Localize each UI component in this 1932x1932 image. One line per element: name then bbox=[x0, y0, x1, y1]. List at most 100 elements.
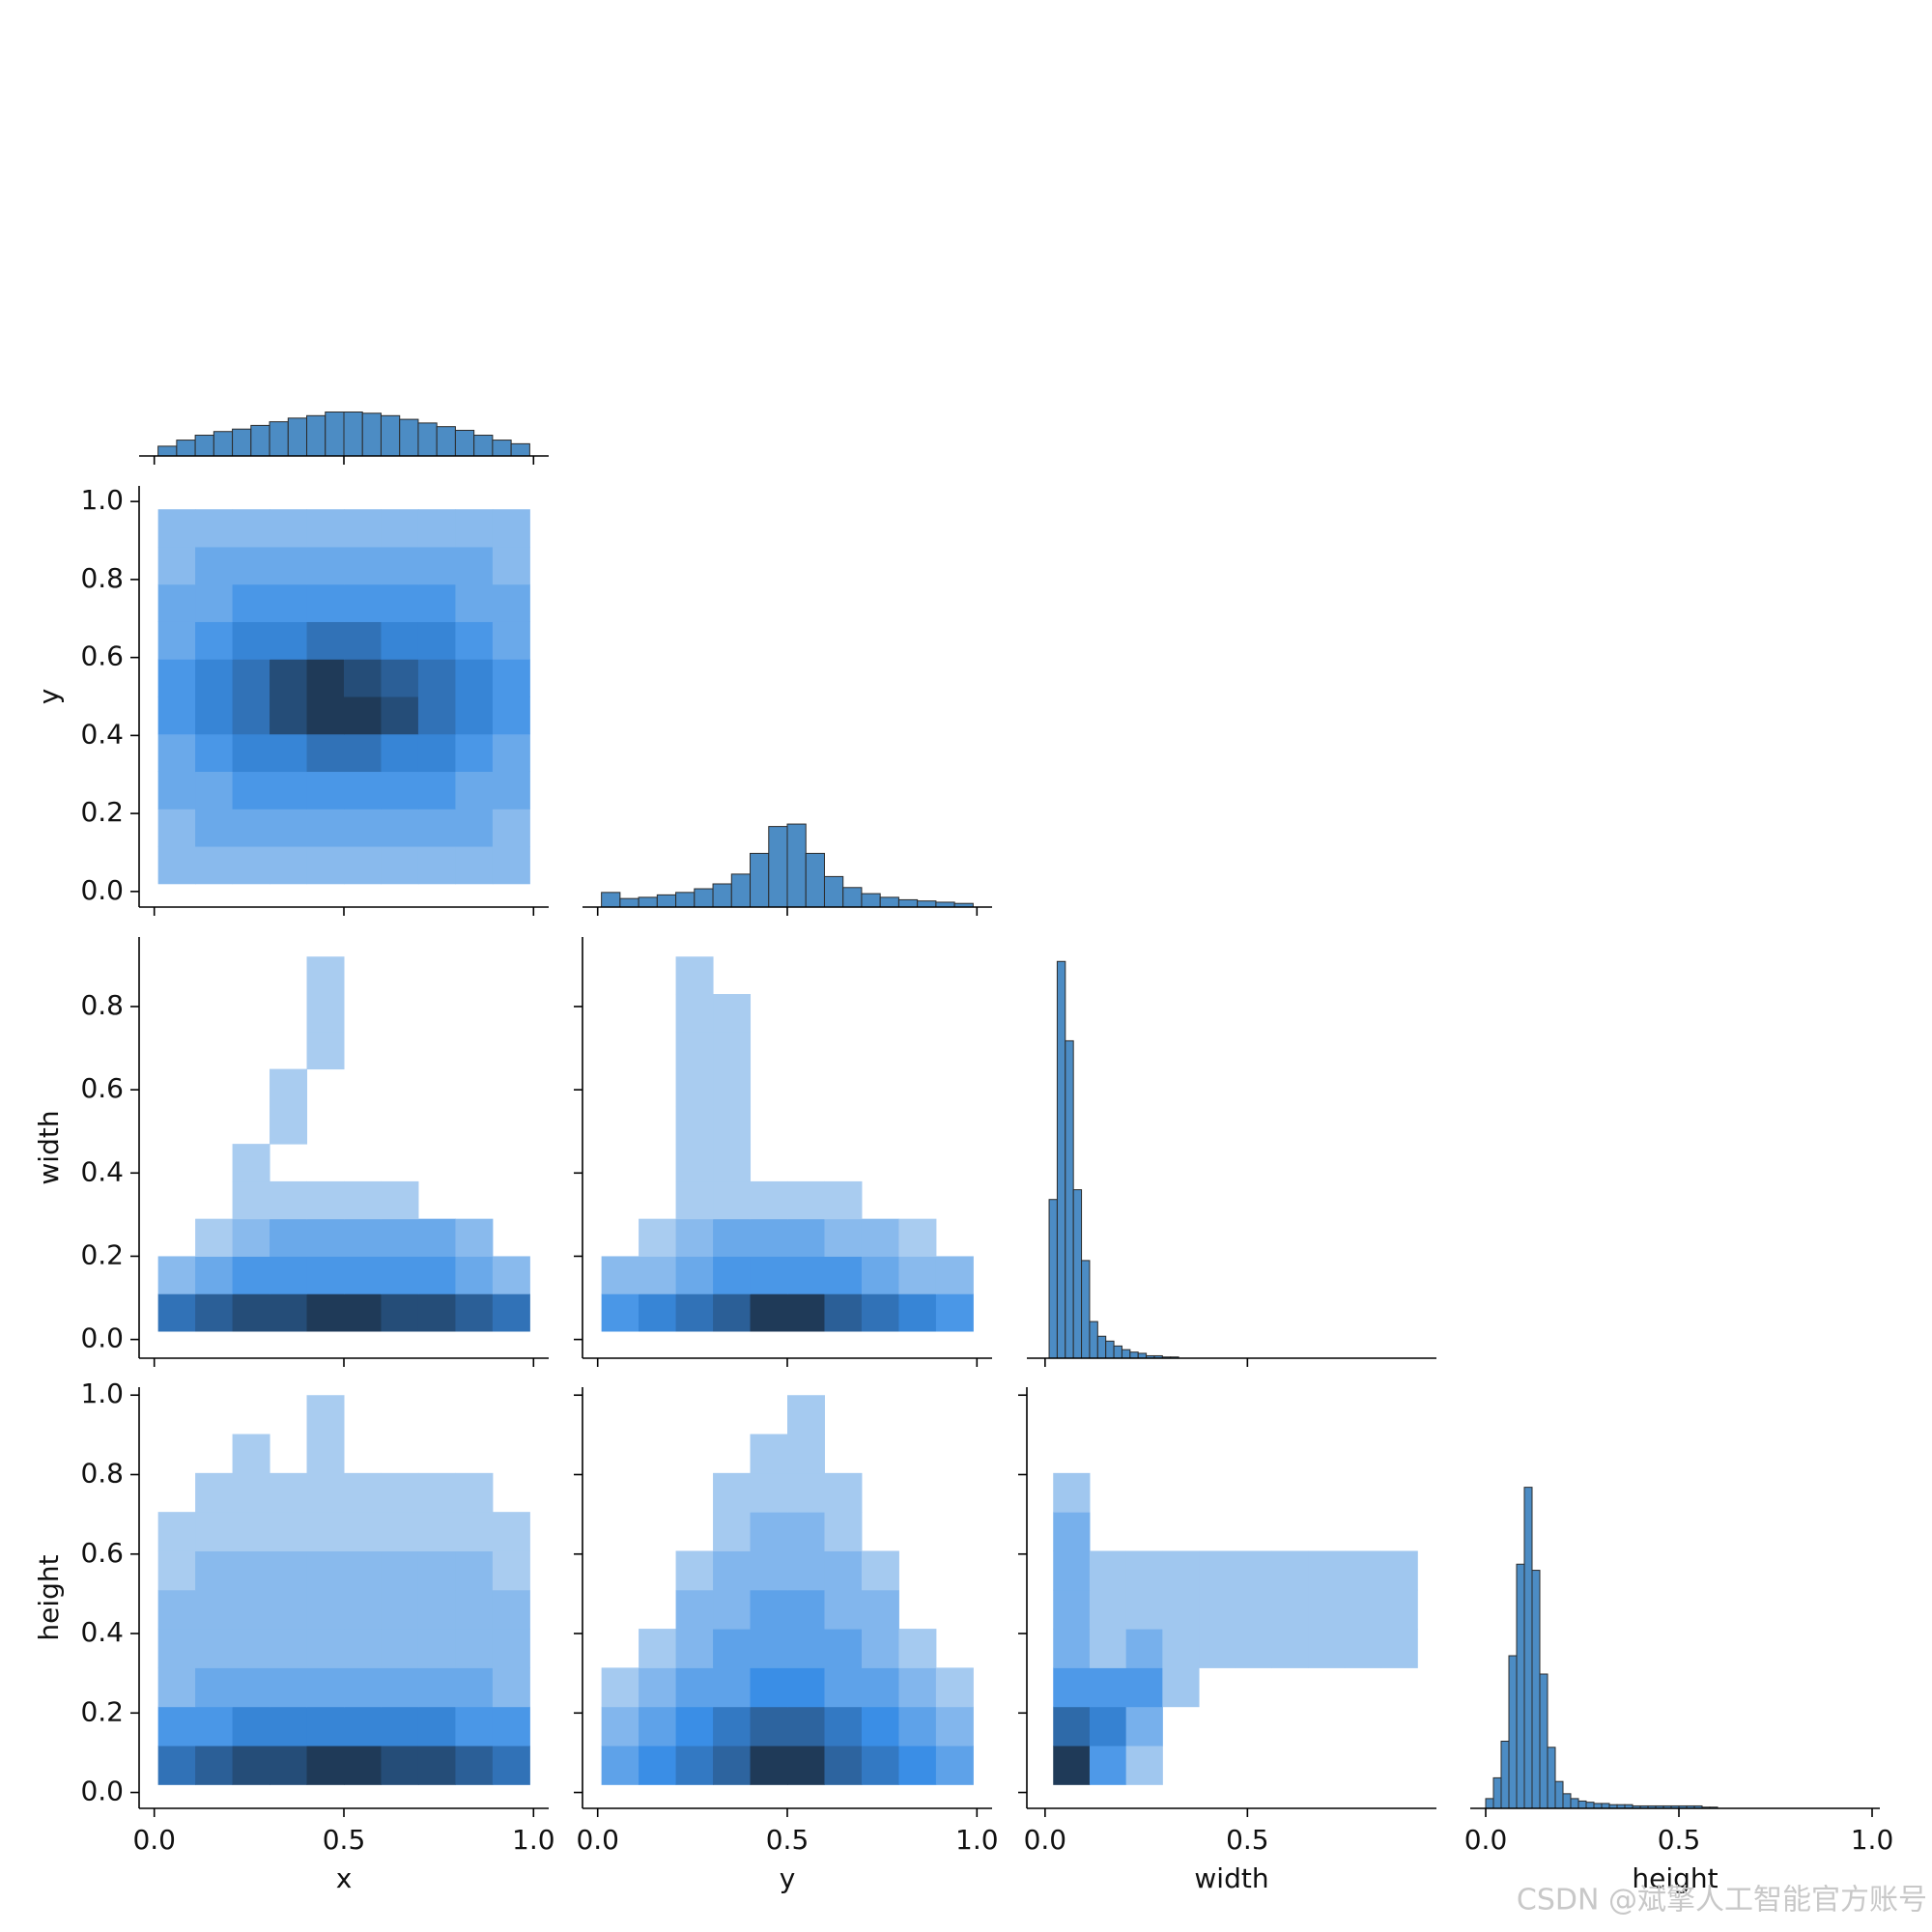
x-tick-label: 0.0 bbox=[132, 1824, 176, 1856]
hist2d-cell bbox=[232, 546, 270, 585]
hist-bar bbox=[1531, 1570, 1541, 1809]
hist2d-cell bbox=[381, 696, 419, 735]
hist2d-cell bbox=[157, 1589, 196, 1630]
hist2d-cell bbox=[455, 1667, 494, 1708]
hist2d-cell bbox=[455, 846, 494, 885]
hist2d-cell bbox=[455, 696, 494, 735]
hist2d-cell bbox=[417, 583, 456, 622]
x-tick-label: 0.0 bbox=[1464, 1824, 1508, 1856]
hist2d-cell bbox=[492, 1550, 530, 1591]
hist2d-cell bbox=[1125, 1629, 1163, 1668]
hist2d-cell bbox=[195, 846, 234, 885]
hist2d-cell bbox=[492, 621, 530, 660]
hist2d-cell bbox=[1162, 1667, 1200, 1708]
hist2d-cell bbox=[306, 1256, 345, 1294]
hist2d-cell bbox=[824, 1706, 863, 1747]
hist2d-cell bbox=[195, 509, 234, 548]
hist2d-cell bbox=[306, 809, 345, 847]
hist2d-cell bbox=[344, 696, 382, 735]
hist2d-cell bbox=[1125, 1706, 1163, 1747]
hist2d-cell bbox=[1053, 1472, 1091, 1513]
hist2d-cell bbox=[713, 1256, 752, 1294]
hist2d-cell bbox=[417, 659, 456, 697]
hist-bar bbox=[1485, 1798, 1494, 1809]
hist2d-cell bbox=[344, 1667, 382, 1708]
hist2d-cell bbox=[1344, 1589, 1382, 1630]
hist2d-cell bbox=[270, 1629, 308, 1668]
y-tick-label: 0.4 bbox=[80, 1155, 124, 1187]
y-tick-label: 0.6 bbox=[80, 1537, 124, 1569]
hist-bar bbox=[1570, 1798, 1579, 1809]
hist-bar bbox=[269, 421, 289, 457]
hist-bar bbox=[232, 428, 252, 457]
hist2d-cell bbox=[601, 1706, 639, 1747]
hist-bar bbox=[1121, 1349, 1131, 1359]
hist2d-cell bbox=[787, 1395, 825, 1435]
y-tick-label: 1.0 bbox=[80, 484, 124, 516]
hist2d-cell bbox=[861, 1667, 899, 1708]
hist2d-cell bbox=[270, 583, 308, 622]
x-tick-label: 1.0 bbox=[1851, 1824, 1894, 1856]
hist2d-cell bbox=[232, 846, 270, 885]
hist2d-cell bbox=[455, 1512, 494, 1551]
hist2d-cell bbox=[787, 1667, 825, 1708]
hist2d-cell bbox=[232, 509, 270, 548]
hist2d-cell bbox=[455, 1746, 494, 1785]
hist2d-cell bbox=[306, 1031, 345, 1070]
hist2d-cell bbox=[824, 1746, 863, 1785]
hist2d-cell bbox=[417, 1512, 456, 1551]
hist-bar bbox=[879, 896, 899, 908]
hist2d-cell bbox=[417, 1629, 456, 1668]
hist2d-cell bbox=[344, 583, 382, 622]
hist2d-cell bbox=[455, 1550, 494, 1591]
hist2d-cell bbox=[787, 1472, 825, 1513]
hist-bar bbox=[675, 892, 696, 908]
hist2d-cell bbox=[455, 1472, 494, 1513]
hist2d-cell bbox=[306, 659, 345, 697]
hist2d-cell bbox=[195, 1472, 234, 1513]
hist2d-cell bbox=[270, 1667, 308, 1708]
hist2d-cell bbox=[232, 696, 270, 735]
y-tick-label: 0.2 bbox=[80, 1238, 124, 1270]
hist-bar bbox=[1585, 1802, 1595, 1809]
hist2d-cell bbox=[1271, 1629, 1309, 1668]
hist2d-cell bbox=[1089, 1589, 1127, 1630]
hist-bar bbox=[805, 852, 825, 908]
hist2d-cell bbox=[381, 621, 419, 660]
y-tick-label: 0.0 bbox=[80, 1776, 124, 1807]
hist-bar bbox=[436, 426, 456, 457]
hist2d-cell bbox=[270, 621, 308, 660]
hist2d-cell bbox=[157, 1550, 196, 1591]
hist2d-cell bbox=[381, 1472, 419, 1513]
hist-bar bbox=[1081, 1260, 1091, 1359]
hist2d-cell bbox=[455, 1706, 494, 1747]
hist2d-cell bbox=[492, 1629, 530, 1668]
y-axis-label: y bbox=[33, 689, 65, 705]
hist2d-cell bbox=[232, 1550, 270, 1591]
hist2d-cell bbox=[195, 771, 234, 810]
hist2d-cell bbox=[232, 1218, 270, 1257]
hist2d-cell bbox=[639, 1746, 677, 1785]
hist2d-cell bbox=[898, 1746, 937, 1785]
x-axis-label: height bbox=[1632, 1862, 1718, 1894]
x-axis-label: width bbox=[1194, 1862, 1268, 1894]
hist2d-cell bbox=[639, 1629, 677, 1668]
hist2d-cell bbox=[713, 1068, 752, 1107]
hist-bar bbox=[343, 412, 363, 457]
hist2d-cell bbox=[344, 771, 382, 810]
hist-bar bbox=[287, 417, 308, 457]
hist2d-cell bbox=[750, 1472, 788, 1513]
hist-bar bbox=[601, 892, 621, 908]
hist2d-cell bbox=[1125, 1550, 1163, 1591]
hist2d-cell bbox=[270, 1550, 308, 1591]
hist-bar bbox=[1105, 1340, 1115, 1359]
hist2d-cell bbox=[750, 1256, 788, 1294]
hist-bar bbox=[1577, 1800, 1587, 1809]
hist-bar bbox=[194, 435, 214, 457]
hist2d-cell bbox=[232, 1434, 270, 1474]
hist2d-cell bbox=[417, 621, 456, 660]
hist2d-cell bbox=[787, 1629, 825, 1668]
hist2d-cell bbox=[344, 1589, 382, 1630]
hist2d-cell bbox=[306, 1550, 345, 1591]
hist2d-cell bbox=[381, 846, 419, 885]
